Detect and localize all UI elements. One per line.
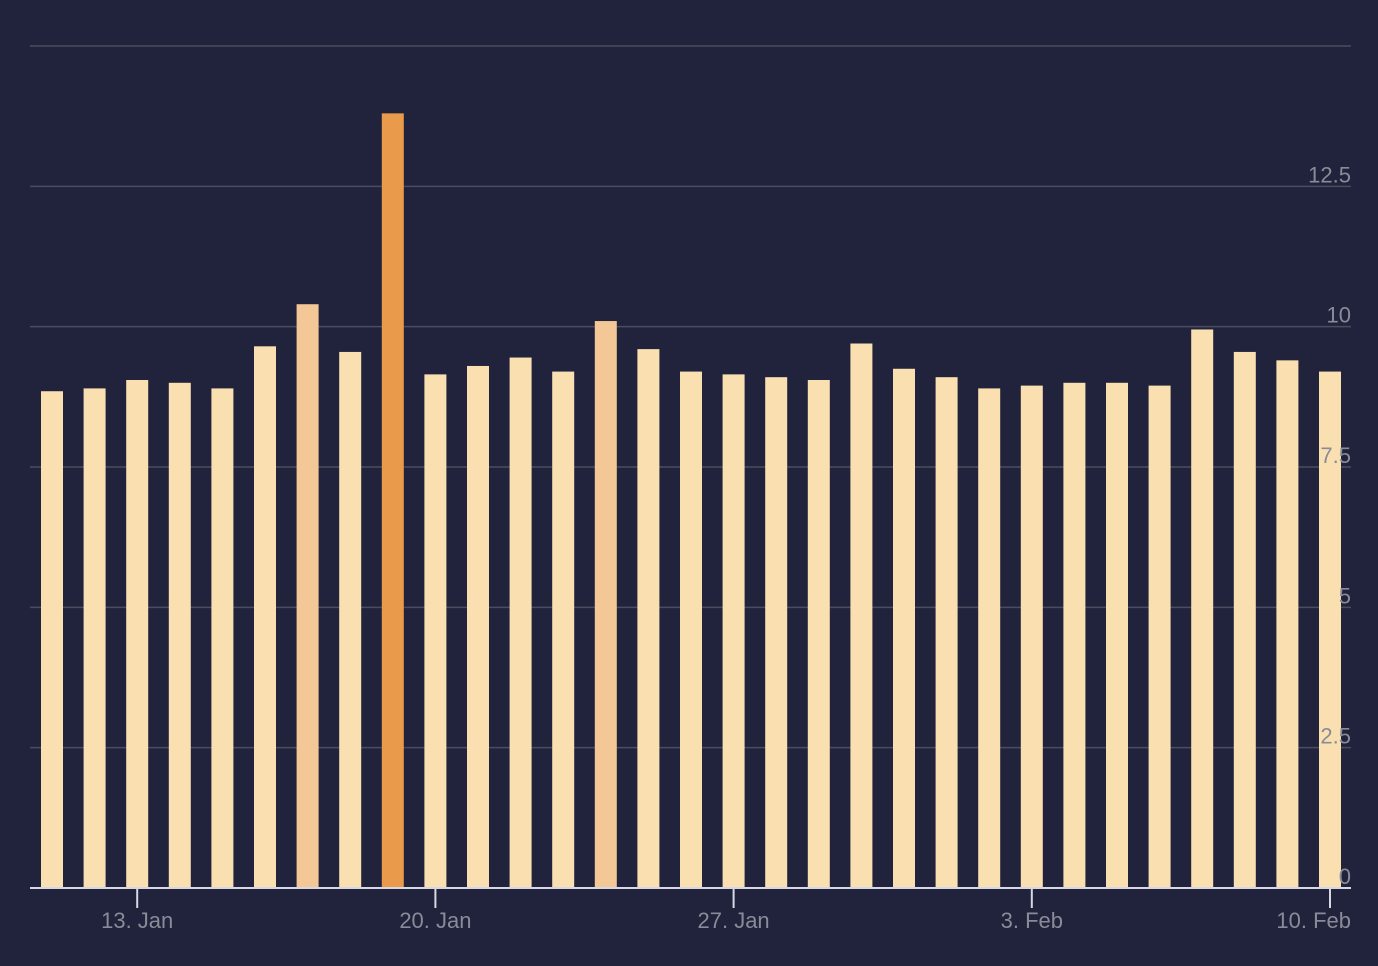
x-tick-label: 10. Feb (1276, 908, 1351, 933)
bar[interactable] (1020, 385, 1043, 888)
y-tick-label: 2.5 (1320, 724, 1351, 749)
bar[interactable] (211, 388, 234, 888)
bar[interactable] (424, 374, 447, 888)
bar[interactable] (381, 113, 404, 889)
bar[interactable] (509, 357, 532, 888)
bar[interactable] (680, 371, 702, 888)
y-tick-label: 0 (1339, 864, 1351, 889)
bar[interactable] (1148, 385, 1171, 888)
x-tick-label: 13. Jan (101, 908, 173, 933)
x-tick-label: 27. Jan (698, 908, 770, 933)
bar[interactable] (850, 343, 873, 888)
y-tick-label: 10 (1327, 303, 1351, 328)
bar[interactable] (978, 388, 1001, 888)
bar[interactable] (296, 304, 319, 888)
bar[interactable] (254, 346, 276, 888)
bar[interactable] (935, 377, 958, 888)
bar[interactable] (41, 391, 63, 888)
x-tick-label: 3. Feb (1001, 908, 1063, 933)
x-axis-labels: 13. Jan 20. Jan 27. Jan 3. Feb 10. Feb (101, 908, 1351, 933)
bar[interactable] (893, 368, 915, 888)
bar[interactable] (1233, 351, 1256, 889)
bar[interactable] (594, 321, 617, 888)
y-tick-label: 5 (1339, 583, 1351, 608)
bar[interactable] (1319, 371, 1341, 888)
bars (41, 113, 1341, 889)
y-tick-label: 7.5 (1320, 443, 1351, 468)
bar[interactable] (722, 374, 745, 888)
bar[interactable] (637, 349, 660, 888)
bar[interactable] (1191, 329, 1214, 888)
x-axis (30, 887, 1351, 908)
bar[interactable] (467, 365, 489, 889)
bar[interactable] (1063, 382, 1086, 888)
y-axis-labels: 0 2.5 5 7.5 10 12.5 (1308, 162, 1351, 889)
bar[interactable] (83, 388, 106, 888)
y-tick-label: 12.5 (1308, 162, 1351, 187)
x-tick-label: 20. Jan (399, 908, 471, 933)
bar[interactable] (1106, 382, 1128, 888)
bar[interactable] (807, 379, 830, 888)
bar[interactable] (339, 351, 362, 889)
bar[interactable] (168, 382, 191, 888)
bar[interactable] (1276, 360, 1299, 888)
bar[interactable] (552, 371, 575, 888)
bar[interactable] (765, 377, 788, 888)
bar[interactable] (126, 379, 149, 888)
